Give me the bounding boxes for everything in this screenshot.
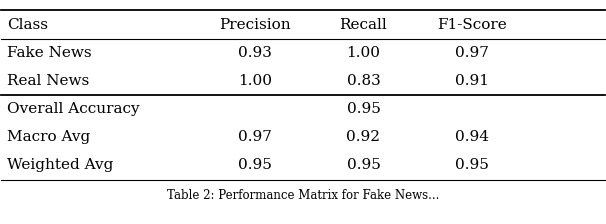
Text: Precision: Precision	[219, 18, 290, 32]
Text: 1.00: 1.00	[347, 46, 381, 60]
Text: Recall: Recall	[339, 18, 387, 32]
Text: Macro Avg: Macro Avg	[7, 130, 90, 144]
Text: 0.95: 0.95	[238, 158, 271, 172]
Text: Overall Accuracy: Overall Accuracy	[7, 102, 139, 116]
Text: 0.91: 0.91	[455, 74, 489, 88]
Text: Fake News: Fake News	[7, 46, 92, 60]
Text: 0.95: 0.95	[347, 158, 381, 172]
Text: 0.94: 0.94	[455, 130, 489, 144]
Text: Real News: Real News	[7, 74, 89, 88]
Text: 0.83: 0.83	[347, 74, 381, 88]
Text: 0.97: 0.97	[238, 130, 271, 144]
Text: 0.95: 0.95	[347, 102, 381, 116]
Text: Table 2: Performance Matrix for Fake News...: Table 2: Performance Matrix for Fake New…	[167, 189, 439, 202]
Text: 1.00: 1.00	[238, 74, 271, 88]
Text: F1-Score: F1-Score	[438, 18, 507, 32]
Text: 0.93: 0.93	[238, 46, 271, 60]
Text: Weighted Avg: Weighted Avg	[7, 158, 113, 172]
Text: Class: Class	[7, 18, 48, 32]
Text: 0.95: 0.95	[455, 158, 489, 172]
Text: 0.97: 0.97	[455, 46, 489, 60]
Text: 0.92: 0.92	[347, 130, 381, 144]
